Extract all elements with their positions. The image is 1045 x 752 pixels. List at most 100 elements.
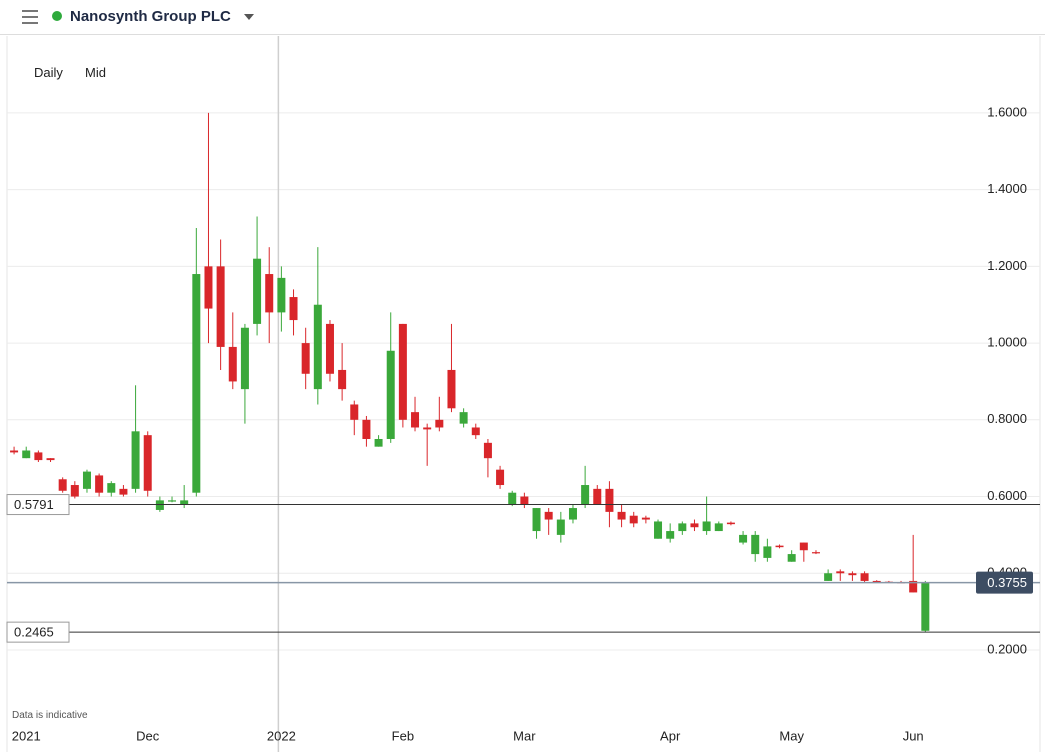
candle-body bbox=[483, 442, 492, 459]
candle-body bbox=[921, 582, 930, 631]
candle-body bbox=[848, 573, 857, 576]
candle-body bbox=[872, 580, 881, 583]
candle-body bbox=[666, 531, 675, 539]
y-tick-label: 0.6000 bbox=[987, 488, 1027, 503]
menu-button[interactable] bbox=[22, 10, 38, 28]
candle-body bbox=[593, 488, 602, 505]
candle-body bbox=[714, 523, 723, 532]
price-line-box bbox=[6, 494, 70, 516]
x-tick-label: Mar bbox=[513, 728, 536, 743]
candle-body bbox=[544, 511, 553, 520]
candle-body bbox=[168, 500, 177, 502]
candle-body bbox=[581, 485, 590, 505]
candle-body bbox=[107, 483, 116, 493]
candle-body bbox=[532, 508, 541, 532]
candle-body bbox=[775, 545, 784, 548]
last-price-label: 0.3755 bbox=[987, 575, 1027, 590]
candle-body bbox=[82, 471, 91, 489]
candle-body bbox=[836, 571, 845, 574]
candle-body bbox=[568, 508, 577, 520]
candle-body bbox=[46, 458, 55, 461]
candle-body bbox=[447, 369, 456, 409]
candle-body bbox=[799, 542, 808, 551]
candle-body bbox=[678, 523, 687, 532]
candle-body bbox=[350, 404, 359, 420]
y-tick-label: 1.2000 bbox=[987, 258, 1027, 273]
candle-body bbox=[726, 522, 735, 525]
candle-body bbox=[192, 274, 201, 493]
candle-body bbox=[496, 469, 505, 486]
dropdown-caret[interactable] bbox=[244, 14, 254, 20]
price-line-label: 0.5791 bbox=[14, 497, 54, 512]
x-tick-label: May bbox=[779, 728, 804, 743]
candle-body bbox=[909, 580, 918, 593]
candle-body bbox=[289, 297, 298, 321]
candle-body bbox=[787, 554, 796, 562]
candle-body bbox=[143, 435, 152, 491]
candle-body bbox=[423, 427, 432, 430]
last-price-tag bbox=[976, 571, 1033, 594]
candle-body bbox=[471, 427, 480, 436]
candle-body bbox=[362, 419, 371, 439]
instrument-title[interactable]: Nanosynth Group PLC bbox=[70, 8, 231, 25]
candle-body bbox=[617, 511, 626, 520]
candle-body bbox=[253, 258, 262, 324]
candle-body bbox=[824, 573, 833, 581]
candle-body bbox=[374, 438, 383, 447]
price-line-box bbox=[6, 621, 70, 643]
candle-body bbox=[338, 369, 347, 390]
candle-body bbox=[739, 534, 748, 543]
top-bar: Nanosynth Group PLC bbox=[0, 0, 1045, 35]
candle-body bbox=[34, 452, 43, 461]
candle-body bbox=[325, 323, 334, 374]
y-tick-label: 0.8000 bbox=[987, 411, 1027, 426]
x-tick-label: 2021 bbox=[12, 728, 41, 743]
candle-body bbox=[155, 500, 164, 510]
candle-body bbox=[10, 450, 19, 453]
candle-body bbox=[629, 515, 638, 524]
candle-body bbox=[240, 327, 249, 390]
candle-body bbox=[180, 500, 189, 505]
candle-body bbox=[228, 346, 237, 382]
candle-body bbox=[58, 479, 67, 491]
candle-body bbox=[277, 277, 286, 313]
candle-body bbox=[22, 450, 31, 459]
candle-body bbox=[508, 492, 517, 505]
candle-body bbox=[386, 350, 395, 439]
candle-body bbox=[119, 488, 128, 495]
y-tick-label: 1.4000 bbox=[987, 181, 1027, 196]
x-tick-label: Apr bbox=[660, 728, 681, 743]
x-tick-label: Dec bbox=[136, 728, 160, 743]
candle-body bbox=[265, 274, 274, 313]
candle-body bbox=[860, 573, 869, 581]
candle-body bbox=[301, 343, 310, 374]
candle-body bbox=[131, 431, 140, 489]
candle-body bbox=[398, 323, 407, 420]
status-dot bbox=[52, 11, 62, 21]
price-type-button[interactable]: Mid bbox=[85, 65, 106, 80]
candle-body bbox=[313, 304, 322, 390]
candle-body bbox=[654, 521, 663, 539]
y-tick-label: 1.0000 bbox=[987, 335, 1027, 350]
candle-body bbox=[520, 496, 529, 505]
candle-body bbox=[435, 419, 444, 428]
x-tick-label: 2022 bbox=[267, 728, 296, 743]
candle-body bbox=[641, 517, 650, 520]
candle-body bbox=[204, 266, 213, 309]
candle-body bbox=[556, 519, 565, 535]
candle-body bbox=[605, 488, 614, 512]
candle-body bbox=[411, 412, 420, 428]
candle-body bbox=[811, 552, 820, 554]
data-note: Data is indicative bbox=[12, 710, 88, 721]
x-tick-label: Feb bbox=[392, 728, 414, 743]
y-tick-label: 0.2000 bbox=[987, 641, 1027, 656]
candle-body bbox=[690, 523, 699, 528]
candle-body bbox=[751, 534, 760, 555]
candle-body bbox=[216, 266, 225, 347]
candle-body bbox=[459, 412, 468, 424]
candle-body bbox=[70, 485, 79, 497]
interval-button[interactable]: Daily bbox=[34, 65, 63, 80]
candle-body bbox=[763, 546, 772, 558]
